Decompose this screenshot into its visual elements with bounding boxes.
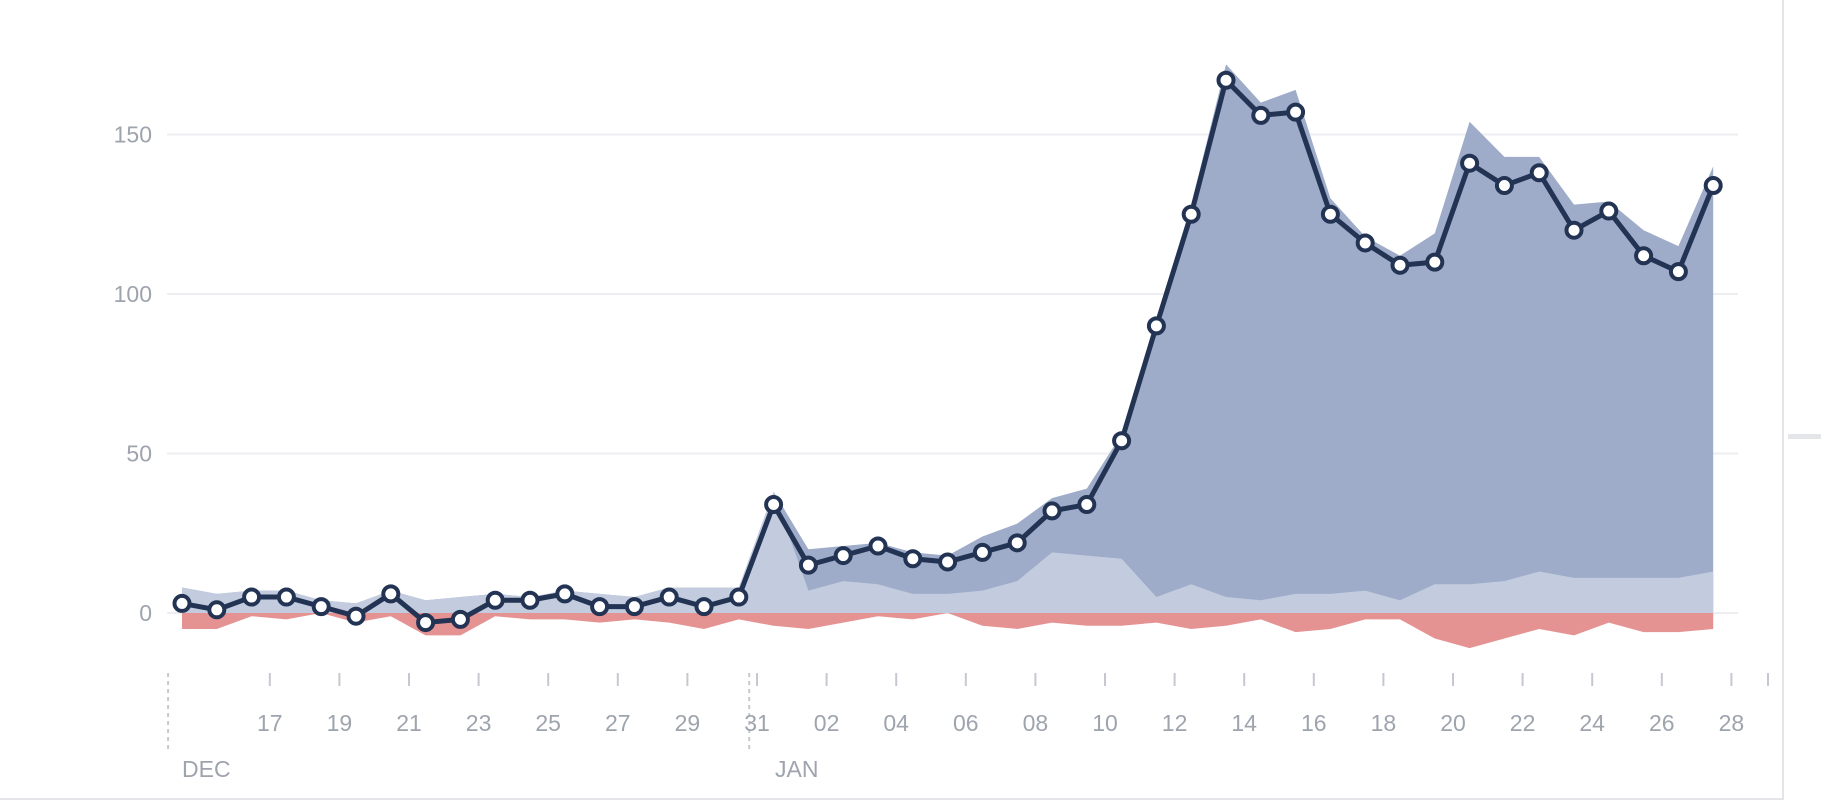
data-point-2015-01-12[interactable] — [1112, 431, 1132, 451]
data-point-2015-01-13[interactable] — [1146, 316, 1166, 336]
data-point-2014-12-21[interactable] — [346, 606, 366, 626]
data-point-2015-01-16[interactable] — [1251, 105, 1271, 125]
data-point-2015-01-06[interactable] — [903, 549, 923, 569]
x-tick-label-22: 22 — [1510, 710, 1536, 736]
x-tick-label-16: 16 — [1301, 710, 1327, 736]
data-point-2015-01-03[interactable] — [798, 555, 818, 575]
data-point-2015-01-11[interactable] — [1077, 495, 1097, 515]
x-tick-label-08: 08 — [1023, 710, 1049, 736]
data-point-2014-12-31[interactable] — [694, 597, 714, 617]
total-area — [182, 64, 1714, 613]
data-point-2015-01-28[interactable] — [1668, 262, 1688, 282]
x-axis: 17 19 21 23 25 27 29 31 02 04 06 08 10 12 14 16 18 20 22 24… — [167, 673, 1769, 782]
x-tick-label-02: 02 — [814, 710, 840, 736]
data-point-2014-12-24[interactable] — [450, 609, 470, 629]
x-tick-label-27: 27 — [605, 710, 631, 736]
y-tick-label-150: 150 — [114, 122, 152, 148]
data-point-2015-01-27[interactable] — [1634, 246, 1654, 266]
data-point-2015-01-18[interactable] — [1320, 204, 1340, 224]
panel-edge-divider — [1788, 434, 1821, 439]
x-tick-label-06: 06 — [953, 710, 979, 736]
data-point-2014-12-17[interactable] — [207, 600, 227, 620]
x-tick-label-29: 29 — [675, 710, 701, 736]
x-tick-label-26: 26 — [1649, 710, 1675, 736]
data-point-2014-12-16[interactable] — [172, 593, 192, 613]
data-point-2014-12-19[interactable] — [276, 587, 296, 607]
data-point-2015-01-07[interactable] — [938, 552, 958, 572]
data-point-2014-12-22[interactable] — [381, 584, 401, 604]
data-point-2014-12-20[interactable] — [311, 597, 331, 617]
x-tick-label-25: 25 — [535, 710, 561, 736]
data-point-2015-01-29[interactable] — [1703, 176, 1723, 196]
x-tick-label-18: 18 — [1371, 710, 1397, 736]
x-tick-label-17: 17 — [257, 710, 283, 736]
data-point-2015-01-25[interactable] — [1564, 220, 1584, 240]
x-tick-label-24: 24 — [1579, 710, 1605, 736]
data-point-2014-12-27[interactable] — [555, 584, 575, 604]
data-point-2015-01-24[interactable] — [1529, 163, 1549, 183]
data-point-2015-01-23[interactable] — [1494, 176, 1514, 196]
data-point-2014-12-23[interactable] — [416, 613, 436, 633]
point-layer — [172, 70, 1723, 633]
area-line-chart: 0 50 100 150 17 19 21 23 25 27 29 31 02 04 06 08 10 12 14… — [114, 64, 1769, 782]
data-point-2015-01-19[interactable] — [1355, 233, 1375, 253]
data-point-2015-01-15[interactable] — [1216, 70, 1236, 90]
data-point-2014-12-26[interactable] — [520, 590, 540, 610]
data-point-2015-01-08[interactable] — [972, 542, 992, 562]
y-tick-label-100: 100 — [114, 281, 152, 307]
data-point-2014-12-28[interactable] — [590, 597, 610, 617]
data-point-2015-01-17[interactable] — [1286, 102, 1306, 122]
x-tick-label-19: 19 — [327, 710, 353, 736]
negative-area — [182, 613, 1714, 649]
x-tick-label-28: 28 — [1719, 710, 1745, 736]
x-tick-label-21: 21 — [396, 710, 422, 736]
month-label-dec: DEC — [182, 756, 231, 782]
y-tick-label-50: 50 — [126, 441, 152, 467]
base-area — [182, 491, 1714, 613]
x-tick-label-12: 12 — [1162, 710, 1188, 736]
data-point-2015-01-01[interactable] — [729, 587, 749, 607]
x-tick-label-31: 31 — [744, 710, 770, 736]
data-point-2015-01-05[interactable] — [868, 536, 888, 556]
data-point-2015-01-04[interactable] — [833, 546, 853, 566]
x-tick-label-20: 20 — [1440, 710, 1466, 736]
data-point-2015-01-09[interactable] — [1007, 533, 1027, 553]
data-point-2015-01-14[interactable] — [1181, 204, 1201, 224]
area-layer — [182, 64, 1714, 649]
data-point-2015-01-10[interactable] — [1042, 501, 1062, 521]
data-point-2014-12-25[interactable] — [485, 590, 505, 610]
data-point-2015-01-21[interactable] — [1425, 252, 1445, 272]
x-tick-label-14: 14 — [1231, 710, 1257, 736]
x-tick-label-04: 04 — [883, 710, 909, 736]
x-tick-label-23: 23 — [466, 710, 492, 736]
x-tick-label-10: 10 — [1092, 710, 1118, 736]
data-point-2014-12-18[interactable] — [242, 587, 262, 607]
data-point-2014-12-29[interactable] — [624, 597, 644, 617]
data-point-2014-12-30[interactable] — [659, 587, 679, 607]
data-point-2015-01-26[interactable] — [1599, 201, 1619, 221]
data-point-2015-01-02[interactable] — [764, 495, 784, 515]
y-tick-label-0: 0 — [139, 600, 152, 626]
data-point-2015-01-20[interactable] — [1390, 255, 1410, 275]
month-label-jan: JAN — [775, 756, 818, 782]
data-point-2015-01-22[interactable] — [1460, 153, 1480, 173]
